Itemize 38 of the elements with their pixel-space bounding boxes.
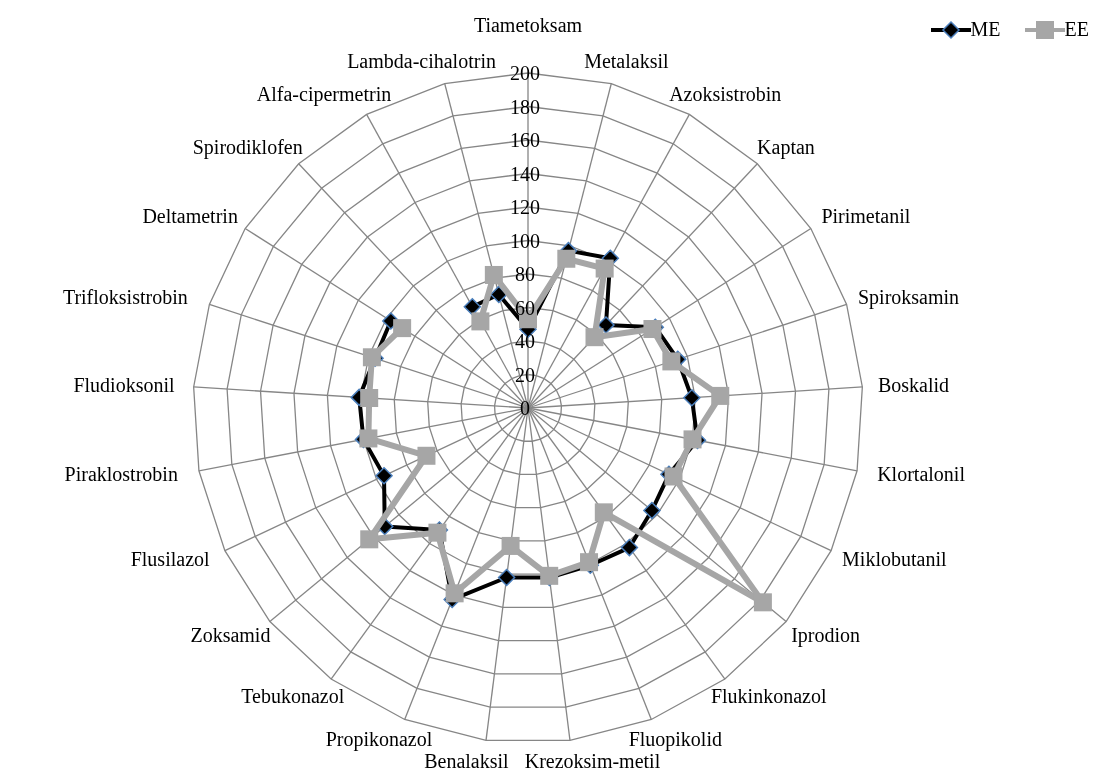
spoke-label: Tiametoksam [473,14,583,36]
y-tick-label: 40 [515,330,535,352]
y-tick-label: 20 [515,363,535,386]
legend-label: ME [970,18,1001,41]
spoke-label: Spiroksamin [858,285,960,309]
spoke-label: Fludioksonil [73,373,175,396]
legend-label: EE [1064,18,1089,41]
y-tick-label: 60 [515,296,535,319]
spoke-label: Miklobutanil [842,548,947,570]
spoke-label: Propikonazol [325,727,433,751]
spoke-label: Zoksamid [190,623,271,646]
spoke-label: Krezoksim-metil [524,750,661,773]
y-tick-label: 120 [510,196,540,218]
spoke-label: Alfa-cipermetrin [256,83,392,107]
y-tick-label: 100 [510,229,540,252]
spoke-label: Kaptan [757,135,815,159]
spoke-label: Pirimetanil [821,204,911,227]
spoke-label: Spirodiklofen [192,135,303,159]
spoke-label: Lambda-cihalotrin [347,50,496,73]
spoke-label: Fluopikolid [628,727,722,751]
spoke-label: Benalaksil [424,750,510,773]
y-tick-label: 0 [520,397,530,419]
spoke-label: Klortalonil [877,462,966,485]
y-tick-label: 160 [510,129,540,151]
spoke-label: Tebukonazol [241,684,345,707]
y-tick-label: 80 [515,263,535,285]
spoke-label: Deltametrin [142,204,238,227]
y-tick-label: 200 [510,62,540,84]
spoke-label: Flukinkonazol [710,684,827,707]
y-tick-label: 140 [510,162,540,185]
spoke-label: Trifloksistrobin [62,285,188,308]
spoke-label: Boskalid [877,373,949,396]
spoke-label: Flusilazol [130,548,211,570]
y-tick-label: 180 [510,95,540,118]
spoke-label: Metalaksil [584,50,670,73]
spoke-label: Iprodion [791,623,861,647]
spoke-label: Azoksistrobin [669,83,782,106]
spoke-label: Piraklostrobin [64,462,178,485]
